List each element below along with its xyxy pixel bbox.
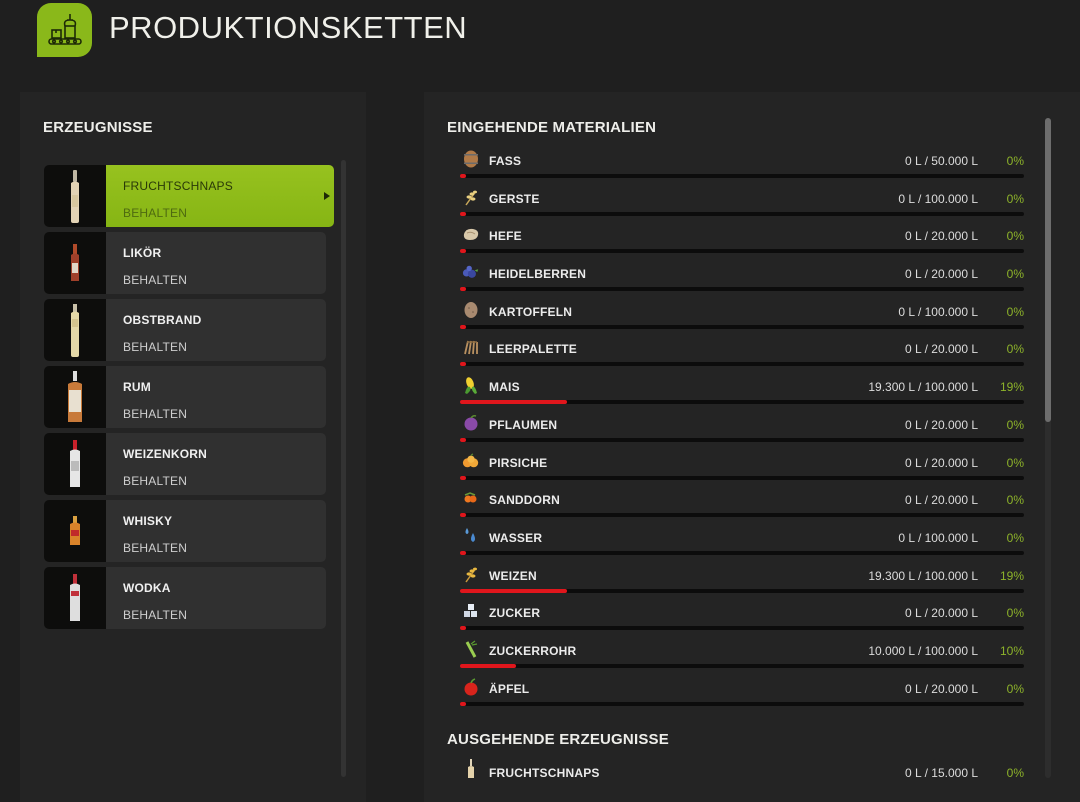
product-item-fruchtschnaps[interactable]: FRUCHTSCHNAPS BEHALTEN (44, 165, 334, 227)
page-title: PRODUKTIONSKETTEN (109, 10, 468, 45)
fill-level-bar (460, 174, 1024, 178)
products-scrollbar[interactable] (341, 160, 346, 777)
incoming-section-title: EINGEHENDE MATERIALIEN (447, 119, 657, 136)
plum-icon (462, 414, 480, 432)
material-row-zucker: ZUCKER 0 L / 20.000 L 0% (458, 602, 1028, 640)
peach-icon (462, 452, 480, 470)
product-name: WEIZENKORN (123, 447, 207, 461)
fill-level-bar (460, 324, 1024, 329)
materials-panel (424, 92, 1080, 802)
fill-level-bar (460, 550, 1024, 555)
bottle-whisky-icon (44, 500, 106, 562)
product-status: BEHALTEN (123, 340, 188, 354)
bottle-fruit-brandy-icon (44, 165, 106, 227)
products-section-title: ERZEUGNISSE (43, 119, 153, 136)
material-row-leerpalette: LEERPALETTE 0 L / 20.000 L 0% (458, 338, 1028, 376)
yeast-icon (462, 225, 480, 243)
product-name: WHISKY (123, 514, 173, 528)
fill-level-bar (460, 626, 1024, 631)
output-row-fruchtschnaps: FRUCHTSCHNAPS 0 L / 15.000 L 0% (458, 759, 1028, 784)
fill-level-bar (460, 701, 1024, 706)
product-status: BEHALTEN (123, 273, 188, 287)
material-row-kartoffeln: KARTOFFELN 0 L / 100.000 L 0% (458, 301, 1028, 339)
material-row-pflaumen: PFLAUMEN 0 L / 20.000 L 0% (458, 414, 1028, 452)
incoming-materials-list: FASS 0 L / 50.000 L 0% GERSTE 0 L / 100.… (458, 150, 1028, 715)
product-name: FRUCHTSCHNAPS (123, 179, 233, 193)
fill-level-bar (460, 249, 1024, 254)
materials-scrollbar-thumb[interactable] (1045, 118, 1051, 422)
product-status: BEHALTEN (123, 608, 188, 622)
product-item-weizenkorn[interactable]: WEIZENKORN BEHALTEN (44, 433, 326, 495)
fill-level-bar (460, 475, 1024, 480)
fill-level-bar (460, 362, 1024, 367)
production-chain-icon (37, 3, 92, 57)
corn-icon (462, 376, 480, 395)
material-row-wasser: WASSER 0 L / 100.000 L 0% (458, 527, 1028, 565)
barrel-icon (462, 150, 480, 168)
product-status: BEHALTEN (123, 474, 188, 488)
material-row-apfel: ÄPFEL 0 L / 20.000 L 0% (458, 677, 1028, 716)
material-row-pirsiche: PIRSICHE 0 L / 20.000 L 0% (458, 452, 1028, 490)
sugarcane-icon (462, 640, 480, 658)
materials-scrollbar[interactable] (1045, 118, 1051, 778)
selected-arrow-icon (324, 192, 330, 200)
product-name: RUM (123, 380, 151, 394)
fill-level-bar (460, 513, 1024, 518)
outgoing-section-title: AUSGEHENDE ERZEUGNISSE (447, 731, 669, 748)
fill-level-bar (460, 211, 1024, 216)
blueberries-icon (462, 263, 480, 281)
empty-pallet-icon (462, 338, 480, 356)
material-row-gerste: GERSTE 0 L / 100.000 L 0% (458, 188, 1028, 226)
fill-level-bar (460, 663, 1024, 668)
product-name: WODKA (123, 581, 171, 595)
product-item-whisky[interactable]: WHISKY BEHALTEN (44, 500, 326, 562)
material-row-zuckerrohr: ZUCKERROHR 10.000 L / 100.000 L 10% (458, 640, 1028, 678)
bottle-vodka-icon (44, 567, 106, 629)
material-row-mais: MAIS 19.300 L / 100.000 L 19% (458, 376, 1028, 414)
material-row-sanddorn: SANDDORN 0 L / 20.000 L 0% (458, 489, 1028, 527)
sugar-cubes-icon (462, 602, 480, 620)
product-status: BEHALTEN (123, 407, 188, 421)
water-drops-icon (462, 527, 480, 545)
sea-buckthorn-icon (462, 489, 480, 507)
bottle-liqueur-icon (44, 232, 106, 294)
bottle-rum-icon (44, 366, 106, 428)
fill-level-bar (460, 400, 1024, 405)
barley-icon (462, 188, 480, 206)
material-row-hefe: HEFE 0 L / 20.000 L 0% (458, 225, 1028, 263)
material-row-fass: FASS 0 L / 50.000 L 0% (458, 150, 1028, 188)
product-item-wodka[interactable]: WODKA BEHALTEN (44, 567, 326, 629)
fill-level-bar (460, 287, 1024, 292)
potato-icon (462, 301, 480, 319)
fill-level-bar (460, 588, 1024, 593)
product-item-rum[interactable]: RUM BEHALTEN (44, 366, 326, 428)
product-name: LIKÖR (123, 246, 162, 260)
bottle-fruit-spirit-icon (44, 299, 106, 361)
product-status: BEHALTEN (123, 541, 188, 555)
product-list: FRUCHTSCHNAPS BEHALTEN LIKÖR BEHALTEN OB… (44, 165, 334, 634)
apple-icon (462, 677, 480, 696)
product-item-likor[interactable]: LIKÖR BEHALTEN (44, 232, 326, 294)
bottle-icon (462, 759, 480, 778)
fill-level-bar (460, 437, 1024, 442)
product-item-obstbrand[interactable]: OBSTBRAND BEHALTEN (44, 299, 326, 361)
material-row-heidelberren: HEIDELBERREN 0 L / 20.000 L 0% (458, 263, 1028, 301)
material-row-weizen: WEIZEN 19.300 L / 100.000 L 19% (458, 565, 1028, 603)
product-status: BEHALTEN (123, 206, 188, 220)
bottle-wheat-spirit-icon (44, 433, 106, 495)
product-name: OBSTBRAND (123, 313, 202, 327)
wheat-icon (462, 565, 480, 583)
